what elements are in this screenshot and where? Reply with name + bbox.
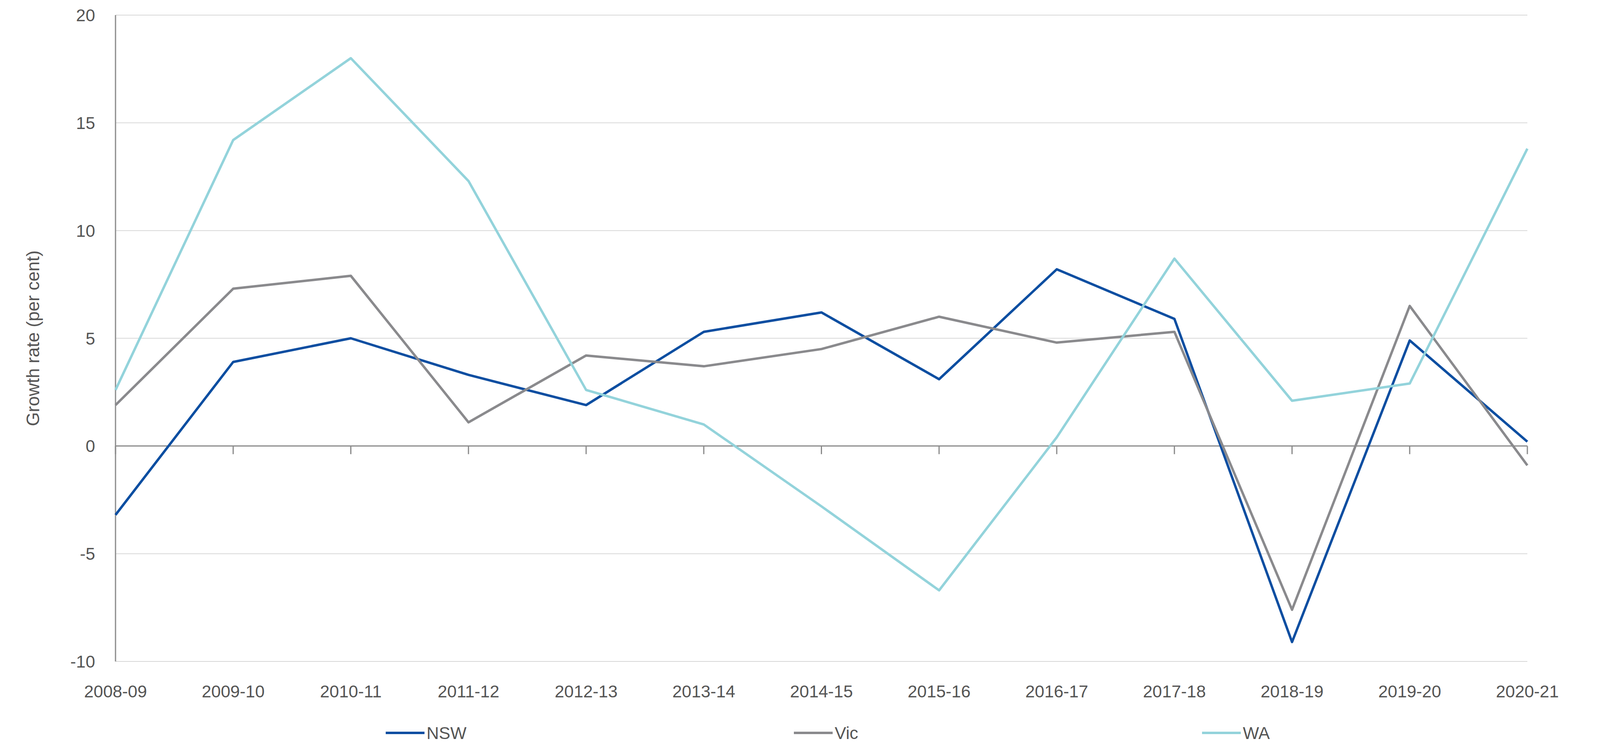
legend-label: WA (1242, 723, 1270, 743)
y-axis-title: Growth rate (per cent) (22, 250, 43, 426)
x-tick-label: 2017-18 (1142, 681, 1206, 701)
y-tick-label: 5 (85, 328, 96, 349)
x-tick-label: 2011-12 (437, 681, 500, 701)
y-tick-label: 20 (75, 5, 96, 25)
x-tick (938, 445, 940, 454)
grid (115, 15, 1528, 662)
legend-swatch (1202, 731, 1241, 734)
x-tick-label: 2010-11 (320, 681, 382, 701)
y-tick-label: 10 (75, 221, 96, 241)
legend-label: NSW (426, 723, 467, 743)
x-tick-label: 2014-15 (789, 681, 853, 701)
series-line (115, 58, 1528, 591)
chart-container: -10 -5 0 5 10 15 20 2008-09 2009-10 2010-11 2011-1… (0, 0, 1600, 748)
x-tick-label: 2012-13 (554, 681, 618, 701)
x-tick (350, 445, 352, 454)
grid-line (115, 122, 1528, 124)
grid-line (115, 14, 1528, 16)
y-tick-label: -5 (80, 544, 96, 564)
x-tick-label: 2019-20 (1378, 681, 1442, 701)
x-tick-label: 2015-16 (907, 681, 971, 701)
y-tick-label: 0 (85, 436, 96, 456)
x-tick-label: 2018-19 (1260, 681, 1324, 701)
grid-line (115, 230, 1528, 232)
y-tick-label: 15 (75, 113, 96, 133)
grid-line (115, 337, 1528, 339)
legend: NSW Vic WA (385, 723, 1270, 743)
series-line (115, 275, 1528, 610)
x-tick (115, 445, 117, 454)
x-tick-label: 2020-21 (1495, 681, 1559, 701)
x-tick (467, 445, 469, 454)
series-group (115, 58, 1528, 643)
legend-swatch (793, 731, 833, 734)
x-tick (1173, 445, 1176, 454)
grid-line (115, 553, 1528, 554)
legend-label: Vic (834, 723, 859, 743)
x-tick-label: 2016-17 (1025, 681, 1089, 701)
x-tick (585, 445, 587, 454)
grid-line (115, 660, 1528, 662)
x-tick-label: 2009-10 (201, 681, 265, 701)
series-line (115, 269, 1528, 643)
x-tick (820, 445, 823, 454)
x-tick (703, 445, 705, 454)
x-tick-label: 2013-14 (672, 681, 736, 701)
x-tick (232, 445, 234, 454)
x-tick (1408, 445, 1411, 454)
y-tick-label: -10 (70, 651, 96, 672)
x-tick (1526, 445, 1529, 454)
chart-svg: -10 -5 0 5 10 15 20 2008-09 2009-10 2010-11 2011-1… (0, 0, 1600, 748)
x-tick-label: 2008-09 (84, 681, 147, 701)
legend-swatch (385, 731, 425, 734)
x-tick (1056, 445, 1058, 454)
x-tick (1291, 445, 1293, 454)
y-axis-line (115, 15, 117, 662)
